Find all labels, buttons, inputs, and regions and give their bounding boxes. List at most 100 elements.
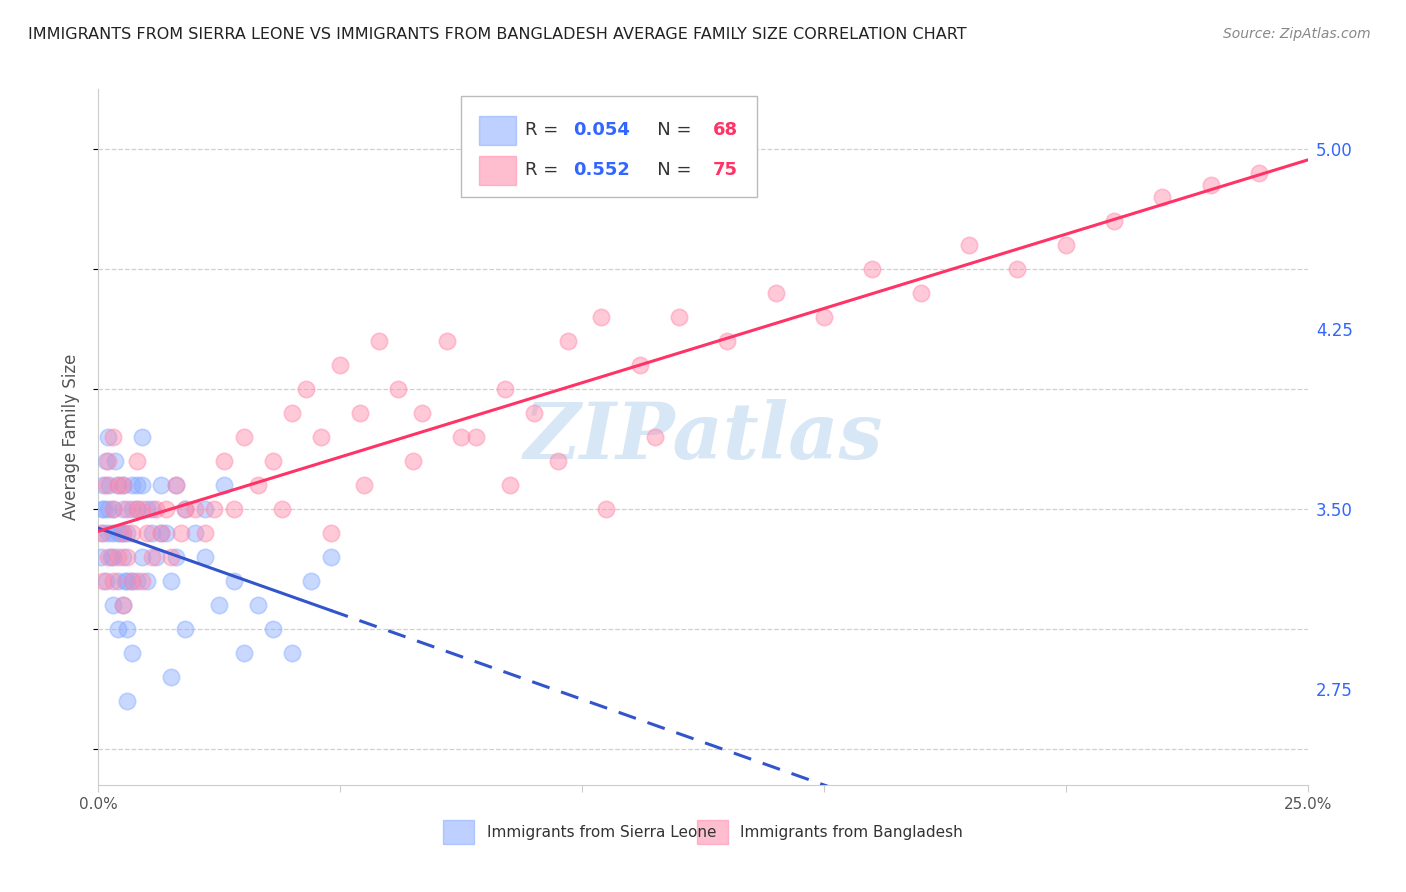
Point [121,574,143,588]
Point [107,478,129,492]
Point [91,574,114,588]
Point [232,646,254,660]
Point [111,502,134,516]
Point [194,526,217,541]
Point [131,430,153,444]
Text: Immigrants from Bangladesh: Immigrants from Bangladesh [741,825,963,839]
Point [145,549,167,564]
Point [464,430,486,444]
Point [1102,214,1125,228]
Point [117,549,139,564]
Point [100,549,122,564]
Point [184,526,207,541]
Point [114,574,136,588]
Point [117,526,139,541]
Text: Immigrants from Sierra Leone: Immigrants from Sierra Leone [486,825,716,839]
Point [135,574,157,588]
Point [101,598,124,612]
Point [97,430,120,444]
Point [101,502,124,516]
Point [1007,262,1029,277]
Point [131,549,153,564]
Point [247,478,270,492]
Point [295,382,318,396]
Point [127,502,149,516]
Point [145,502,167,516]
Point [141,549,163,564]
Point [155,526,177,541]
Point [547,454,569,468]
Point [194,549,217,564]
Text: Source: ZipAtlas.com: Source: ZipAtlas.com [1223,27,1371,41]
Y-axis label: Average Family Size: Average Family Size [62,354,80,520]
Point [108,526,131,541]
Point [212,478,235,492]
Point [101,502,124,516]
Point [121,646,143,660]
Point [160,549,183,564]
Point [644,430,666,444]
Point [716,334,738,348]
Point [135,526,157,541]
Text: 75: 75 [713,161,738,179]
Point [212,454,235,468]
Text: 0.552: 0.552 [574,161,630,179]
Point [411,406,433,420]
Point [523,406,546,420]
Point [591,310,613,325]
Point [94,454,117,468]
Point [107,574,129,588]
Text: 0.054: 0.054 [574,120,630,138]
Point [150,478,173,492]
Point [111,598,134,612]
Point [165,549,187,564]
Point [299,574,322,588]
Point [436,334,458,348]
Point [232,430,254,444]
Point [222,502,245,516]
Point [91,526,114,541]
Point [494,382,516,396]
Point [329,358,352,372]
Point [111,526,134,541]
Point [117,694,139,708]
Point [271,502,294,516]
Point [247,598,270,612]
Point [150,526,173,541]
Point [141,502,163,516]
Point [387,382,409,396]
Point [368,334,391,348]
Point [127,454,149,468]
Point [121,502,143,516]
Text: R =: R = [526,161,564,179]
Point [131,574,153,588]
Point [117,502,139,516]
Point [127,502,149,516]
Point [160,670,183,684]
Point [174,502,197,516]
Point [111,478,134,492]
Point [97,526,120,541]
Point [557,334,579,348]
Point [98,478,121,492]
Point [94,574,117,588]
Point [121,478,143,492]
Point [1249,166,1271,180]
Point [91,478,114,492]
Text: 68: 68 [713,120,738,138]
Point [117,622,139,636]
Point [165,478,187,492]
Point [111,478,134,492]
Point [1054,238,1077,252]
Point [121,574,143,588]
Point [101,549,124,564]
Point [262,454,284,468]
Point [101,430,124,444]
Text: N =: N = [640,161,697,179]
Point [165,478,187,492]
Point [117,574,139,588]
Point [222,574,245,588]
Point [107,622,129,636]
FancyBboxPatch shape [461,96,758,197]
Point [111,526,134,541]
